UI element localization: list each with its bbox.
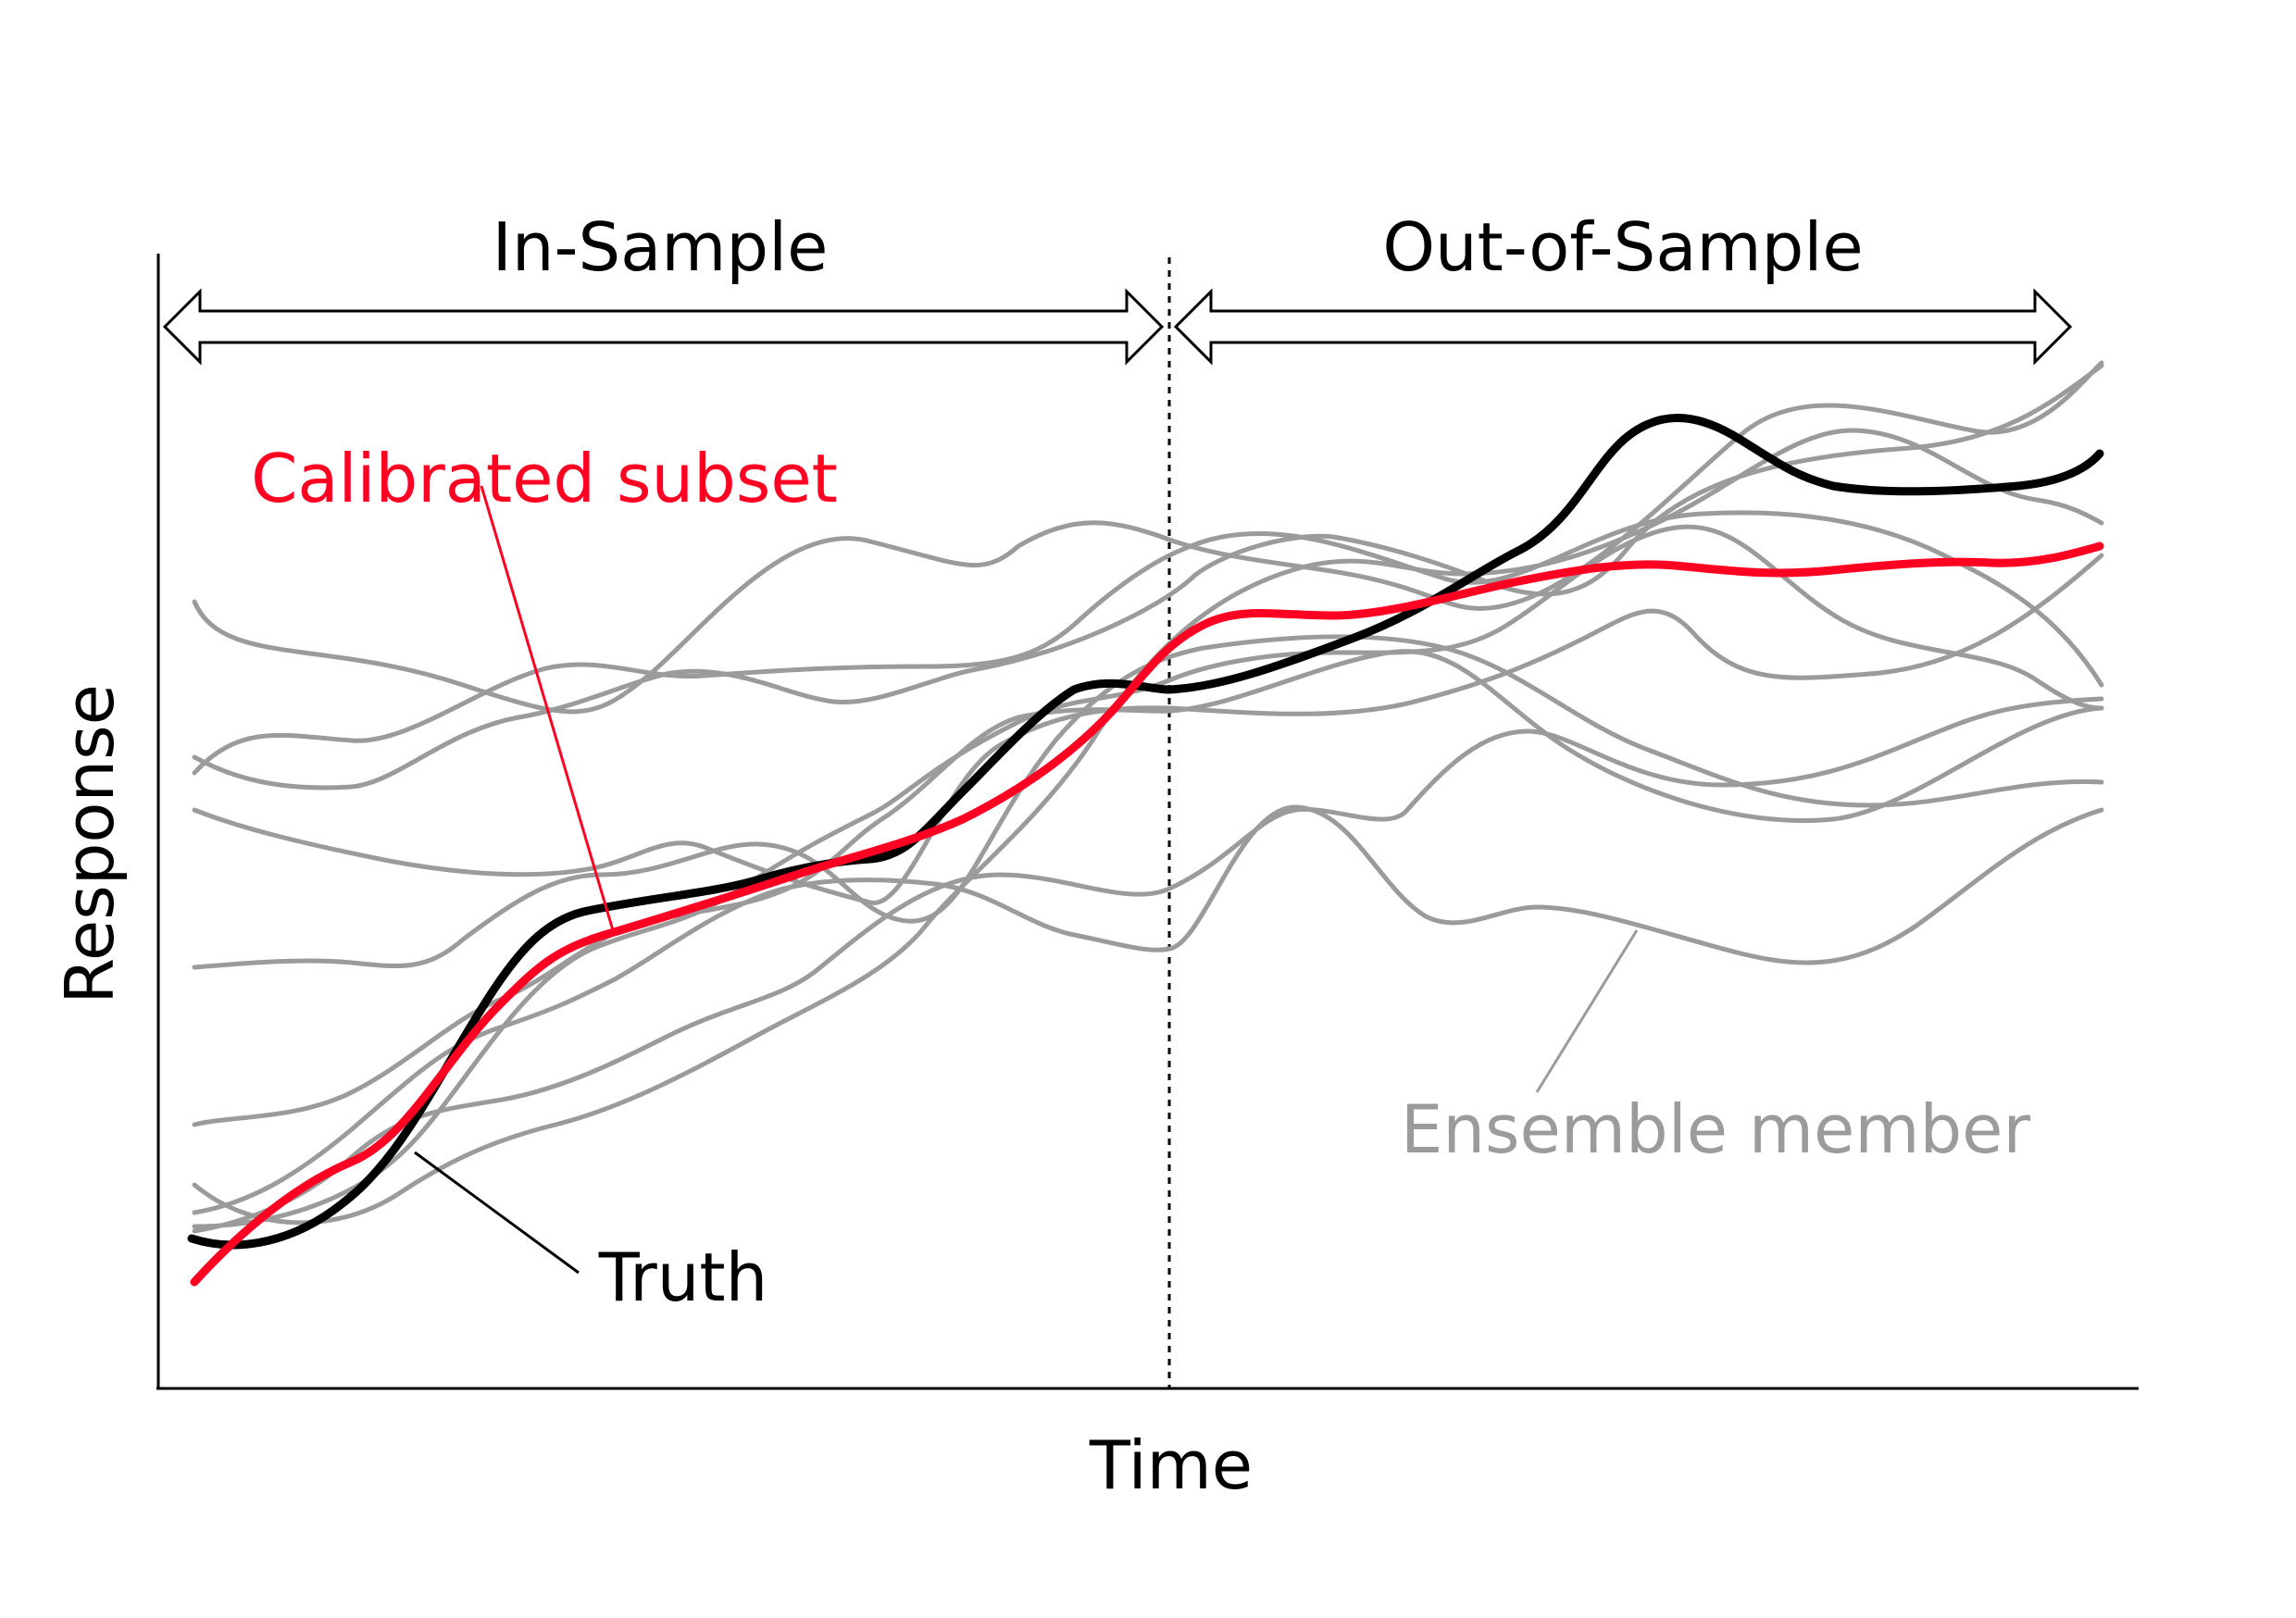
ensemble-member-label: Ensemble member (1401, 1090, 2031, 1168)
truth-line (187, 414, 2104, 1250)
ensemble-line-9 (192, 696, 2104, 1234)
in-sample-label: In-Sample (493, 208, 829, 286)
y-axis-label: Response (51, 684, 129, 1004)
in-sample-arrow (162, 288, 1165, 366)
ensemble-line-10 (192, 804, 2104, 1215)
calibrated-subset-label: Calibrated subset (251, 440, 838, 517)
x-axis-label: Time (1089, 1426, 1253, 1504)
out-of-sample-arrow (1173, 288, 2073, 366)
truth-leader-line (414, 1151, 580, 1275)
ensemble-line-1 (192, 360, 2104, 715)
calibrated-leader-line (480, 485, 615, 931)
truth-label: Truth (598, 1238, 768, 1316)
calibrated-subset-line (190, 541, 2104, 1287)
axes (156, 254, 2139, 1390)
ensemble-line-3 (192, 510, 2104, 776)
ensemble-leader-line (1535, 929, 1639, 1093)
ensemble-line-2 (192, 363, 2104, 790)
out-of-sample-label: Out-of-Sample (1382, 208, 1863, 286)
